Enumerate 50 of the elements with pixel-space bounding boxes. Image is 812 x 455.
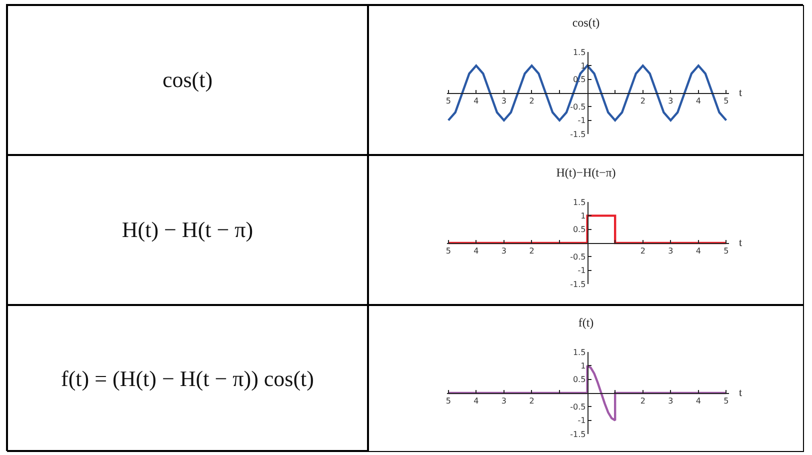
x-tick-label: 3 bbox=[668, 396, 674, 406]
y-tick-label: -1 bbox=[578, 116, 586, 126]
y-tick-label: -1 bbox=[578, 266, 586, 276]
y-tick-label: 1.5 bbox=[572, 198, 586, 207]
x-tick-label: 3 bbox=[501, 96, 507, 106]
x-tick-label: 2 bbox=[529, 396, 534, 406]
chart-title: H(t)−H(t−π) bbox=[556, 165, 616, 180]
y-tick-label: -1.5 bbox=[570, 280, 586, 289]
text: f(t) = (H(t) − H(t − π)) cos(t) bbox=[61, 366, 314, 392]
y-tick-label: 0.5 bbox=[572, 375, 586, 384]
x-tick-label: 3 bbox=[668, 246, 674, 256]
x-tick-label: 5 bbox=[724, 96, 729, 106]
x-tick-label: 4 bbox=[696, 246, 701, 256]
y-tick-label: 0.5 bbox=[572, 225, 586, 234]
y-tick-label: -0.5 bbox=[570, 252, 586, 262]
x-tick-label: 5 bbox=[724, 246, 729, 256]
x-tick-label: 2 bbox=[529, 96, 534, 106]
x-tick-label: 5 bbox=[724, 396, 729, 406]
x-axis-title: t bbox=[739, 237, 742, 249]
chart-title: cos(t) bbox=[572, 15, 600, 30]
y-tick-label: -0.5 bbox=[570, 402, 586, 412]
chart-title: f(t) bbox=[578, 315, 594, 330]
y-tick-label: -1.5 bbox=[570, 430, 586, 439]
y-tick-label: 1.5 bbox=[572, 48, 586, 57]
x-tick-label: 3 bbox=[501, 246, 507, 256]
y-tick-label: 1.5 bbox=[572, 348, 586, 357]
y-tick-label: 1 bbox=[580, 61, 586, 70]
x-tick-label: 2 bbox=[529, 246, 534, 256]
x-tick-label: 3 bbox=[501, 396, 507, 406]
x-tick-label: 2 bbox=[640, 396, 646, 406]
x-tick-label: 5 bbox=[446, 396, 451, 406]
x-tick-label: 4 bbox=[696, 396, 701, 406]
x-axis-title: t bbox=[739, 87, 742, 99]
x-tick-label: 5 bbox=[446, 246, 451, 256]
y-tick-label: -0.5 bbox=[570, 102, 586, 112]
x-tick-label: 5 bbox=[446, 96, 451, 106]
x-tick-label: 2 bbox=[640, 246, 646, 256]
y-tick-label: 1 bbox=[580, 361, 586, 370]
x-tick-label: 4 bbox=[474, 396, 479, 406]
x-tick-label: 4 bbox=[474, 96, 479, 106]
y-tick-label: -1.5 bbox=[570, 130, 586, 139]
x-tick-label: 2 bbox=[640, 96, 646, 106]
x-axis-title: t bbox=[739, 387, 742, 399]
text: cos(t) bbox=[162, 67, 213, 93]
x-tick-label: 3 bbox=[668, 96, 674, 106]
text: H(t) − H(t − π) bbox=[122, 217, 254, 243]
x-tick-label: 4 bbox=[474, 246, 479, 256]
y-tick-label: -1 bbox=[578, 416, 586, 426]
x-tick-label: 4 bbox=[696, 96, 701, 106]
y-tick-label: 1 bbox=[580, 211, 586, 220]
